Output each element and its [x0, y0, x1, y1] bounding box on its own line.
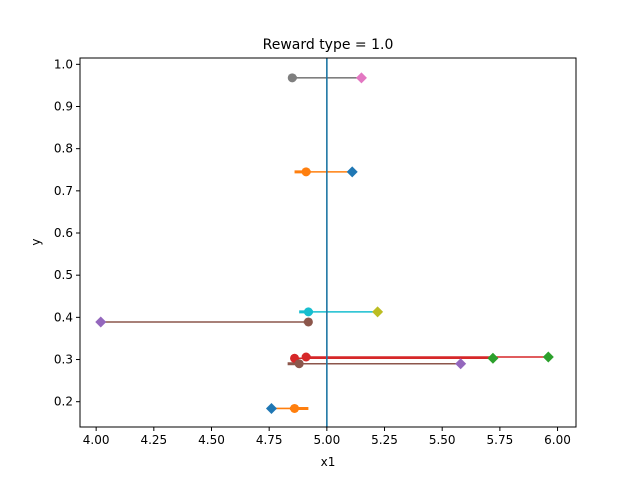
x-tick-label: 6.00 [544, 433, 571, 447]
chart-title: Reward type = 1.0 [263, 37, 394, 53]
data-point-circle [290, 403, 300, 413]
x-tick-label: 5.00 [313, 433, 340, 447]
data-point-circle [303, 317, 313, 327]
x-tick-label: 5.75 [487, 433, 514, 447]
y-tick-label: 0.6 [54, 226, 73, 240]
x-axis-label: x1 [321, 455, 336, 469]
data-point-circle [301, 167, 311, 177]
y-tick-label: 0.8 [54, 142, 73, 156]
y-tick-label: 0.5 [54, 268, 73, 282]
y-tick-label: 0.4 [54, 310, 73, 324]
data-point-circle [303, 307, 313, 317]
data-point-diamond [455, 358, 467, 370]
data-point-diamond [487, 352, 499, 364]
data-point-diamond [372, 306, 384, 318]
data-point-circle [287, 73, 297, 83]
y-tick-label: 0.9 [54, 99, 73, 113]
data-point-diamond [346, 166, 358, 178]
data-point-diamond [265, 402, 277, 414]
y-tick-label: 0.3 [54, 353, 73, 367]
data-point-diamond [355, 72, 367, 84]
plot-frame [79, 57, 577, 428]
x-tick-label: 5.50 [429, 433, 456, 447]
data-point-circle [301, 352, 311, 362]
data-point-diamond [542, 351, 554, 363]
y-axis: 0.2 0.3 0.4 0.5 0.6 0.7 0.8 0.9 1.0 [54, 57, 80, 409]
x-tick-label: 4.25 [140, 433, 167, 447]
y-tick-label: 0.7 [54, 184, 73, 198]
data-point-circle [294, 359, 304, 369]
x-tick-label: 4.00 [83, 433, 110, 447]
x-tick-label: 4.50 [198, 433, 225, 447]
y-tick-label: 0.2 [54, 395, 73, 409]
x-tick-label: 4.75 [256, 433, 283, 447]
data-point-diamond [95, 316, 107, 328]
plot-area [95, 58, 554, 427]
y-axis-label: y [29, 238, 43, 245]
x-tick-label: 5.25 [371, 433, 398, 447]
y-tick-label: 1.0 [54, 57, 73, 71]
x-axis: 4.00 4.25 4.50 4.75 5.00 5.25 5.50 5.75 6.00 [83, 427, 571, 447]
